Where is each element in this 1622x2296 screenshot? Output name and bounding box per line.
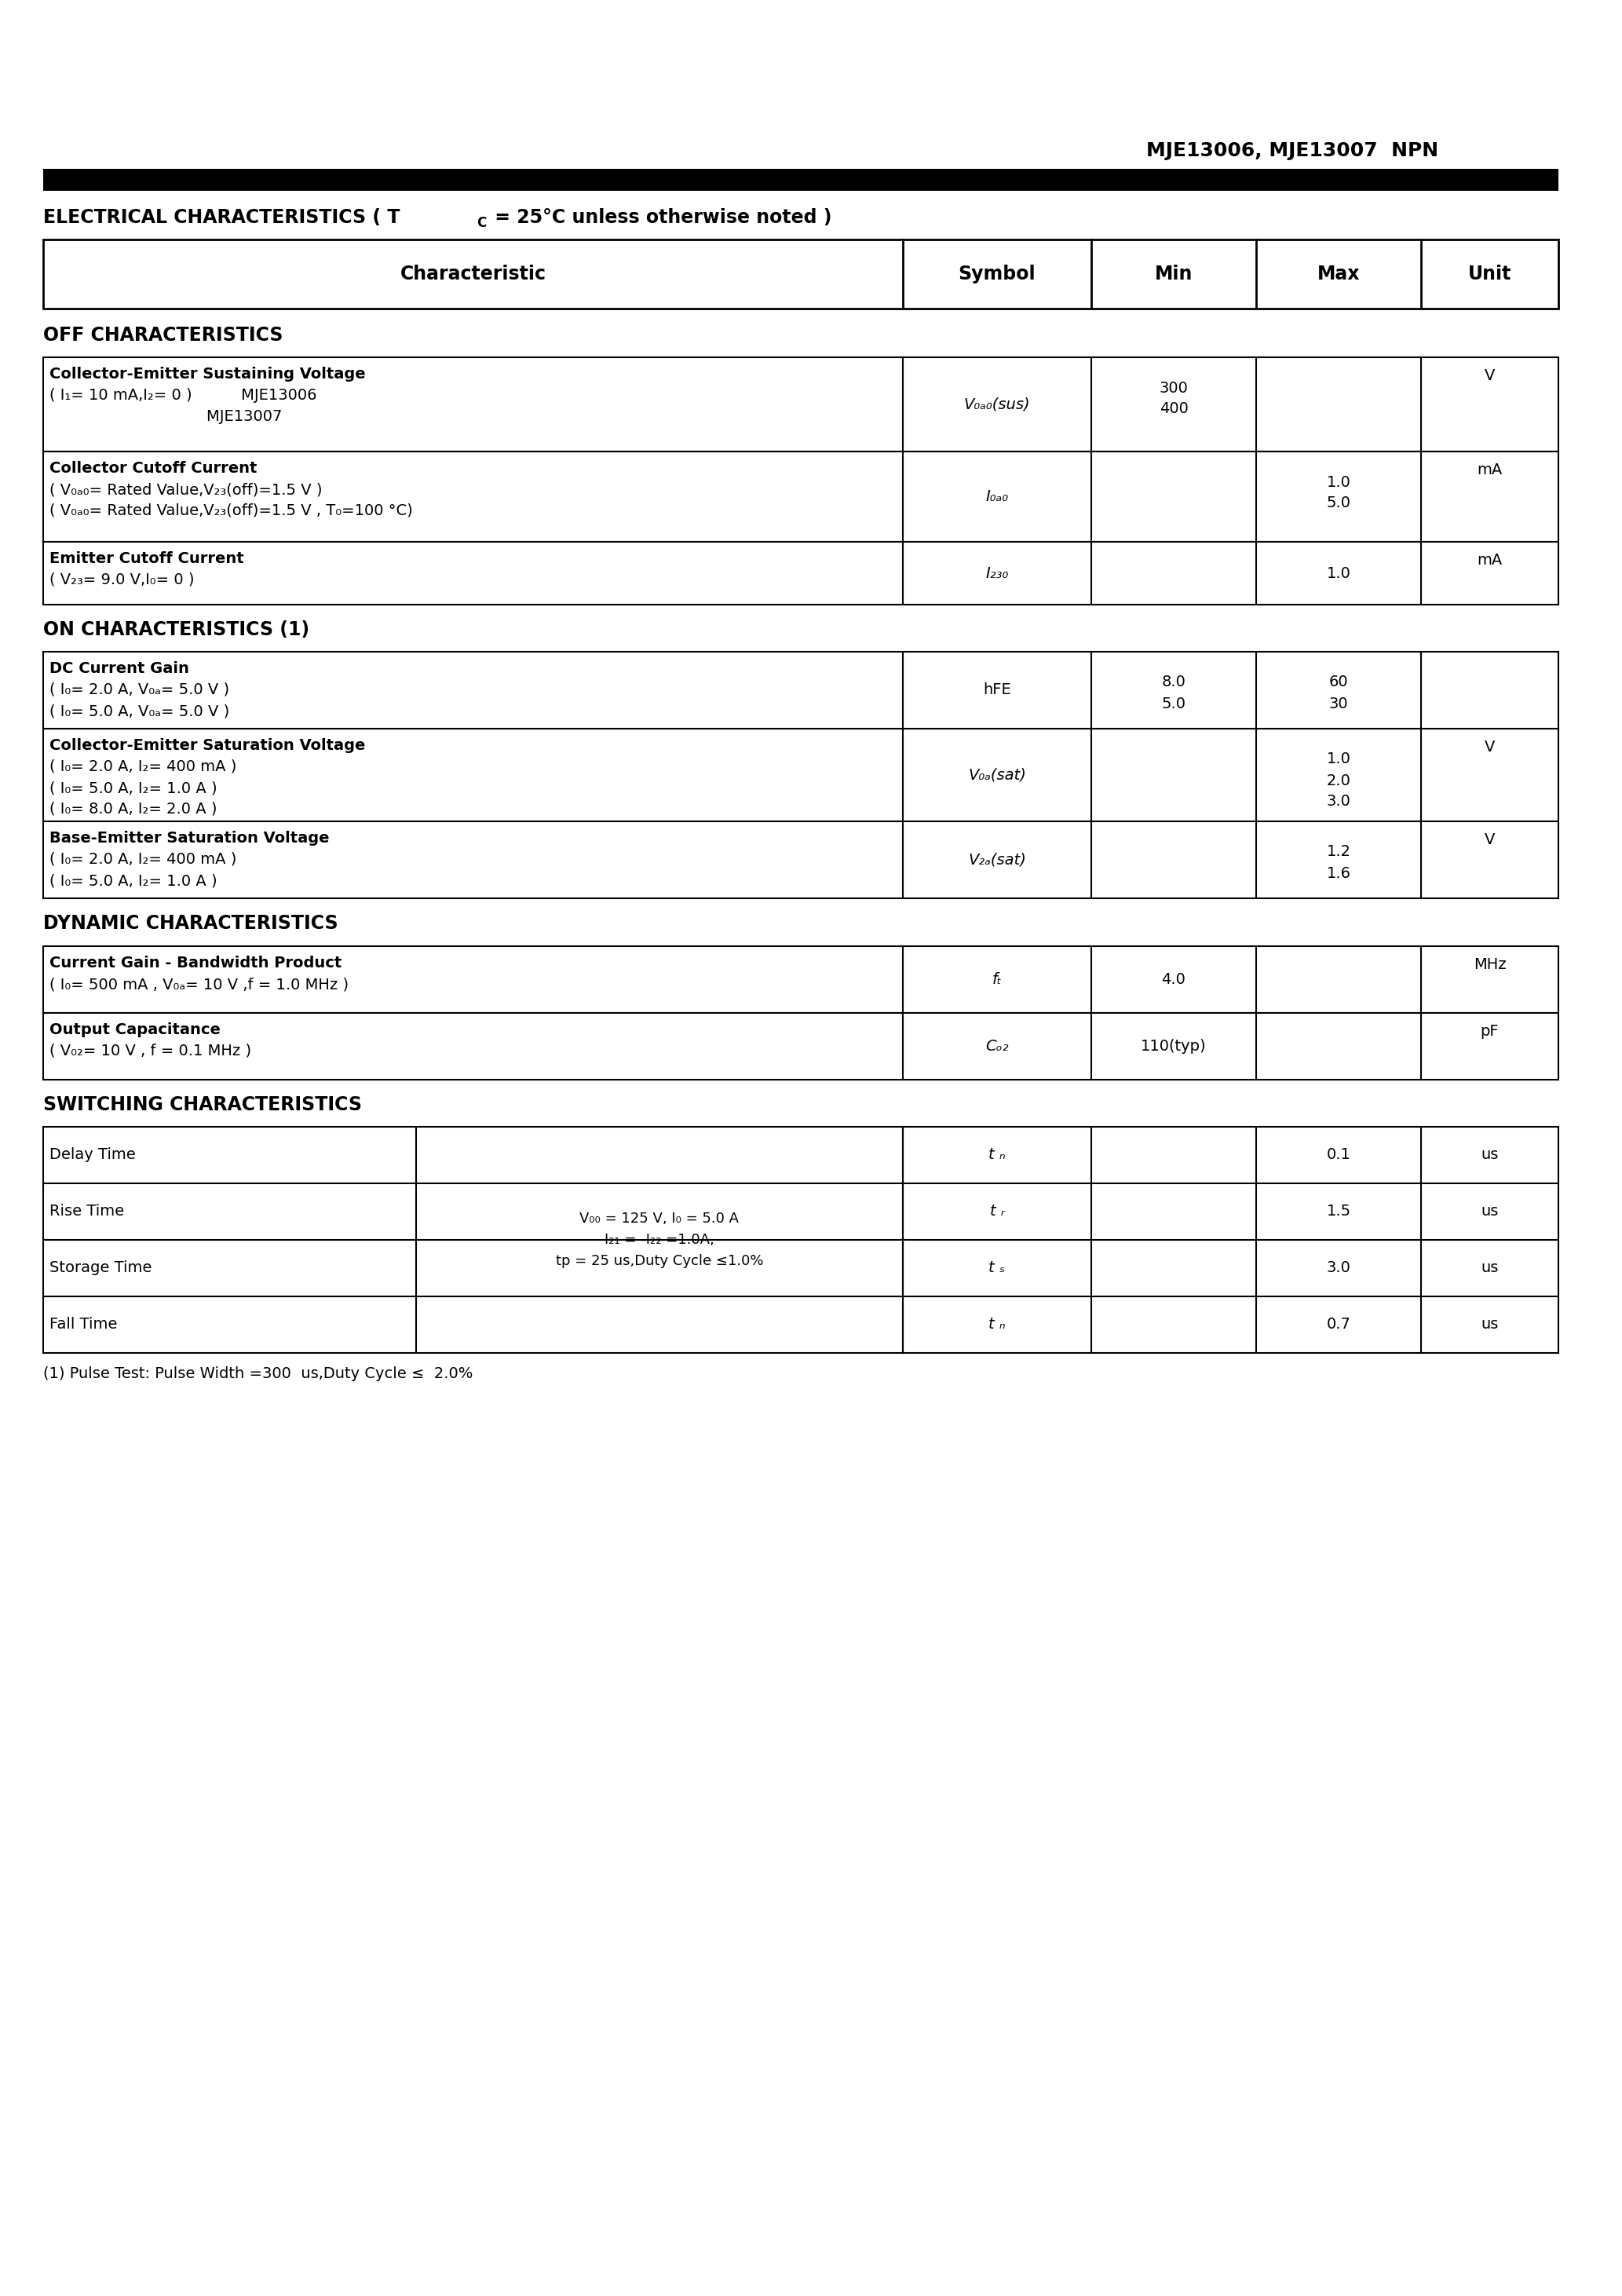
Text: MJE13006, MJE13007  NPN: MJE13006, MJE13007 NPN xyxy=(1147,142,1439,161)
Text: ( V₂₃= 9.0 V,I₀= 0 ): ( V₂₃= 9.0 V,I₀= 0 ) xyxy=(49,572,195,588)
Text: ( I₀= 2.0 A, I₂= 400 mA ): ( I₀= 2.0 A, I₂= 400 mA ) xyxy=(49,852,237,868)
Text: Fall Time: Fall Time xyxy=(49,1318,117,1332)
Text: Unit: Unit xyxy=(1468,264,1512,282)
Bar xyxy=(44,1013,1559,1079)
Text: (1) Pulse Test: Pulse Width =300  us,Duty Cycle ≤  2.0%: (1) Pulse Test: Pulse Width =300 us,Duty… xyxy=(44,1366,474,1382)
Bar xyxy=(44,170,1559,191)
Text: 1.2: 1.2 xyxy=(1327,845,1351,859)
Text: V₀ₐ₀(sus): V₀ₐ₀(sus) xyxy=(963,397,1030,411)
Text: I₂₃₀: I₂₃₀ xyxy=(986,565,1009,581)
Text: DYNAMIC CHARACTERISTICS: DYNAMIC CHARACTERISTICS xyxy=(44,914,337,932)
Text: 300: 300 xyxy=(1160,381,1189,395)
Text: C: C xyxy=(477,216,487,230)
Bar xyxy=(44,946,1559,1013)
Text: Current Gain - Bandwidth Product: Current Gain - Bandwidth Product xyxy=(49,955,342,971)
Bar xyxy=(44,239,1559,308)
Bar xyxy=(44,542,1559,604)
Text: V: V xyxy=(1484,367,1495,383)
Text: Storage Time: Storage Time xyxy=(49,1261,152,1277)
Text: t ₙ: t ₙ xyxy=(988,1318,1006,1332)
Text: us: us xyxy=(1481,1203,1499,1219)
Text: 400: 400 xyxy=(1160,402,1189,416)
Text: t ₛ: t ₛ xyxy=(989,1261,1006,1277)
Text: Collector-Emitter Saturation Voltage: Collector-Emitter Saturation Voltage xyxy=(49,737,365,753)
Text: ( I₀= 8.0 A, I₂= 2.0 A ): ( I₀= 8.0 A, I₂= 2.0 A ) xyxy=(49,801,217,817)
Text: V₀ₐ(sat): V₀ₐ(sat) xyxy=(968,767,1027,783)
Text: I₀ₐ₀: I₀ₐ₀ xyxy=(986,489,1009,505)
Text: 0.7: 0.7 xyxy=(1327,1318,1351,1332)
Text: mA: mA xyxy=(1478,461,1502,478)
Text: tp = 25 us,Duty Cycle ≤1.0%: tp = 25 us,Duty Cycle ≤1.0% xyxy=(556,1254,764,1267)
Text: 1.0: 1.0 xyxy=(1327,475,1351,489)
Text: Symbol: Symbol xyxy=(959,264,1036,282)
Text: Cₒ₂: Cₒ₂ xyxy=(986,1038,1009,1054)
Text: 1.0: 1.0 xyxy=(1327,751,1351,767)
Text: ( I₀= 2.0 A, I₂= 400 mA ): ( I₀= 2.0 A, I₂= 400 mA ) xyxy=(49,760,237,774)
Text: ( I₁= 10 mA,I₂= 0 )          MJE13006: ( I₁= 10 mA,I₂= 0 ) MJE13006 xyxy=(49,388,316,402)
Text: ( V₀ₐ₀= Rated Value,V₂₃(off)=1.5 V , T₀=100 °C): ( V₀ₐ₀= Rated Value,V₂₃(off)=1.5 V , T₀=… xyxy=(49,503,412,519)
Text: V: V xyxy=(1484,833,1495,847)
Text: 110(typ): 110(typ) xyxy=(1140,1038,1207,1054)
Text: 8.0: 8.0 xyxy=(1161,675,1186,689)
Text: V: V xyxy=(1484,739,1495,755)
Text: 1.0: 1.0 xyxy=(1327,565,1351,581)
Text: ( I₀= 5.0 A, I₂= 1.0 A ): ( I₀= 5.0 A, I₂= 1.0 A ) xyxy=(49,781,217,794)
Text: t ᵣ: t ᵣ xyxy=(989,1203,1004,1219)
Text: ( I₀= 500 mA , V₀ₐ= 10 V ,f = 1.0 MHz ): ( I₀= 500 mA , V₀ₐ= 10 V ,f = 1.0 MHz ) xyxy=(49,976,349,992)
Text: 1.6: 1.6 xyxy=(1327,866,1351,882)
Text: SWITCHING CHARACTERISTICS: SWITCHING CHARACTERISTICS xyxy=(44,1095,362,1114)
Text: OFF CHARACTERISTICS: OFF CHARACTERISTICS xyxy=(44,326,282,344)
Text: mA: mA xyxy=(1478,553,1502,567)
Text: MJE13007: MJE13007 xyxy=(49,409,282,425)
Text: Base-Emitter Saturation Voltage: Base-Emitter Saturation Voltage xyxy=(49,831,329,845)
Text: us: us xyxy=(1481,1318,1499,1332)
Text: Max: Max xyxy=(1317,264,1359,282)
Bar xyxy=(44,358,1559,452)
Text: us: us xyxy=(1481,1261,1499,1277)
Text: us: us xyxy=(1481,1148,1499,1162)
Text: 5.0: 5.0 xyxy=(1327,496,1351,510)
Text: DC Current Gain: DC Current Gain xyxy=(49,661,190,675)
Text: Emitter Cutoff Current: Emitter Cutoff Current xyxy=(49,551,243,567)
Bar xyxy=(44,652,1559,728)
Text: 5.0: 5.0 xyxy=(1161,696,1186,712)
Text: pF: pF xyxy=(1481,1024,1499,1038)
Text: Output Capacitance: Output Capacitance xyxy=(49,1022,221,1038)
Text: ( V₀ₐ₀= Rated Value,V₂₃(off)=1.5 V ): ( V₀ₐ₀= Rated Value,V₂₃(off)=1.5 V ) xyxy=(49,482,323,496)
Text: 0.1: 0.1 xyxy=(1327,1148,1351,1162)
Text: ( V₀₂= 10 V , f = 0.1 MHz ): ( V₀₂= 10 V , f = 0.1 MHz ) xyxy=(49,1045,251,1058)
Text: Characteristic: Characteristic xyxy=(401,264,547,282)
Text: t ₙ: t ₙ xyxy=(988,1148,1006,1162)
Text: 2.0: 2.0 xyxy=(1327,774,1351,788)
Text: = 25°C unless otherwise noted ): = 25°C unless otherwise noted ) xyxy=(488,209,832,227)
Text: I₂₁ = -I₂₂ =1.0A,: I₂₁ = -I₂₂ =1.0A, xyxy=(605,1233,714,1247)
Text: hFE: hFE xyxy=(983,682,1011,698)
Text: Collector-Emitter Sustaining Voltage: Collector-Emitter Sustaining Voltage xyxy=(49,367,365,381)
Text: 3.0: 3.0 xyxy=(1327,1261,1351,1277)
Bar xyxy=(44,1127,1559,1352)
Text: ON CHARACTERISTICS (1): ON CHARACTERISTICS (1) xyxy=(44,620,310,638)
Text: ( I₀= 2.0 A, V₀ₐ= 5.0 V ): ( I₀= 2.0 A, V₀ₐ= 5.0 V ) xyxy=(49,682,229,698)
Text: Delay Time: Delay Time xyxy=(49,1148,136,1162)
Text: ( I₀= 5.0 A, I₂= 1.0 A ): ( I₀= 5.0 A, I₂= 1.0 A ) xyxy=(49,872,217,889)
Bar xyxy=(44,728,1559,822)
Text: Min: Min xyxy=(1155,264,1192,282)
Text: Collector Cutoff Current: Collector Cutoff Current xyxy=(49,461,256,475)
Text: 4.0: 4.0 xyxy=(1161,971,1186,987)
Text: ( I₀= 5.0 A, V₀ₐ= 5.0 V ): ( I₀= 5.0 A, V₀ₐ= 5.0 V ) xyxy=(49,703,229,719)
Text: 60: 60 xyxy=(1328,675,1348,689)
Text: 30: 30 xyxy=(1328,696,1348,712)
Text: ELECTRICAL CHARACTERISTICS ( T: ELECTRICAL CHARACTERISTICS ( T xyxy=(44,209,401,227)
Text: fₜ: fₜ xyxy=(993,971,1002,987)
Bar xyxy=(44,452,1559,542)
Bar xyxy=(44,822,1559,898)
Text: Rise Time: Rise Time xyxy=(49,1203,125,1219)
Text: 3.0: 3.0 xyxy=(1327,794,1351,808)
Text: V₂ₐ(sat): V₂ₐ(sat) xyxy=(968,852,1027,868)
Text: 1.5: 1.5 xyxy=(1327,1203,1351,1219)
Text: V₀₀ = 125 V, I₀ = 5.0 A: V₀₀ = 125 V, I₀ = 5.0 A xyxy=(579,1212,740,1226)
Text: MHz: MHz xyxy=(1473,957,1507,971)
